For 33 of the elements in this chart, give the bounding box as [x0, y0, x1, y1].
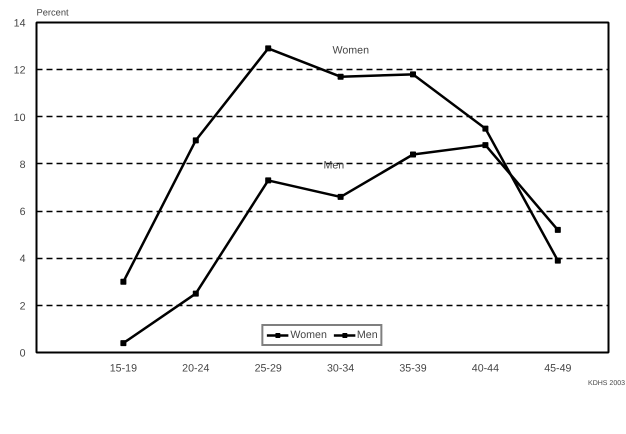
y-tick-label: 0	[20, 348, 26, 360]
y-tick-label: 2	[20, 300, 26, 312]
y-axis-title: Percent	[36, 8, 70, 18]
x-tick-label: 15-19	[110, 362, 138, 374]
annotation: Women	[332, 44, 370, 56]
legend-label: Women	[290, 329, 327, 341]
point	[192, 290, 199, 297]
point	[120, 340, 126, 346]
point	[265, 177, 272, 184]
x-tick-label: 30-34	[326, 362, 354, 374]
x-tick-label: 40-44	[472, 362, 500, 374]
legend-label: Men	[356, 329, 378, 341]
point	[482, 142, 488, 148]
point	[482, 126, 488, 132]
y-tick-label: 12	[14, 64, 26, 77]
point	[338, 74, 344, 80]
x-tick-label: 45-49	[544, 362, 572, 374]
y-tick-label: 4	[20, 253, 26, 266]
point	[192, 137, 199, 144]
point	[554, 258, 561, 264]
y-tick-label: 6	[20, 206, 26, 218]
point	[338, 194, 344, 200]
point	[410, 71, 416, 78]
point	[120, 278, 126, 285]
y-tick-label: 8	[20, 158, 26, 171]
point	[410, 152, 416, 158]
y-tick-label: 14	[14, 18, 26, 30]
x-tick-label: 25-29	[254, 362, 282, 374]
point	[265, 45, 272, 52]
y-tick-label: 10	[14, 112, 26, 124]
x-tick-label: 35-39	[399, 362, 427, 374]
point	[554, 226, 561, 233]
x-tick-label: 20-24	[182, 362, 210, 374]
